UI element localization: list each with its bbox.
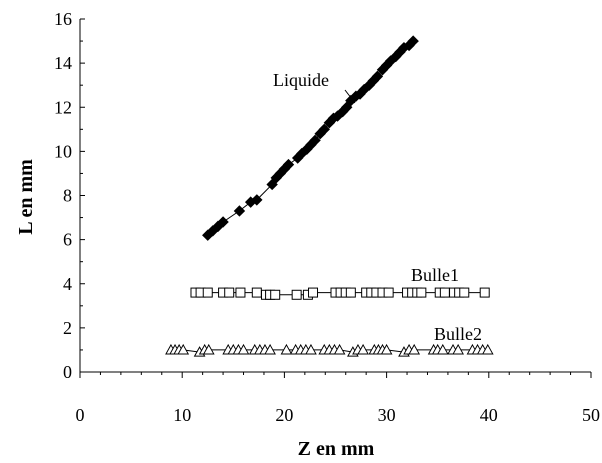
plot-area [79, 19, 591, 373]
data-point [407, 35, 419, 47]
annotation-liquide: Liquide [273, 70, 329, 90]
data-point [251, 287, 262, 298]
data-point [345, 287, 356, 298]
data-point [383, 287, 394, 298]
data-point [235, 287, 246, 298]
data-point [224, 287, 235, 298]
data-point [371, 70, 384, 83]
x-axis-title: Z en mm [298, 438, 375, 460]
data-point [237, 343, 250, 355]
data-point [481, 343, 494, 355]
data-point [309, 134, 321, 147]
x-tick-label: 0 [76, 405, 85, 425]
data-point [177, 343, 190, 355]
data-point [233, 205, 246, 217]
data-point [282, 158, 295, 171]
data-point [251, 194, 263, 206]
y-tick-label: 8 [63, 186, 72, 206]
y-axis-ticks: 0 2 4 6 8 10 12 14 16 [54, 9, 85, 382]
annotation-bulle2: Bulle2 [434, 324, 482, 344]
series-layer [165, 35, 494, 357]
data-point [305, 343, 317, 355]
annotation-liquide-leader [344, 89, 356, 104]
data-point [436, 343, 449, 355]
data-point [416, 287, 427, 298]
data-point [270, 289, 281, 300]
x-tick-label: 30 [378, 405, 396, 425]
series-bulle2 [165, 343, 494, 357]
y-tick-label: 14 [54, 53, 72, 73]
data-point [318, 123, 330, 136]
data-point [291, 289, 302, 300]
data-point [452, 343, 464, 355]
data-point [217, 216, 229, 228]
data-point [479, 287, 490, 298]
data-point [202, 287, 213, 298]
data-point [308, 287, 319, 298]
y-tick-label: 12 [54, 97, 72, 117]
y-tick-label: 10 [54, 141, 72, 161]
y-tick-label: 16 [54, 9, 72, 29]
annotation-bulle1: Bulle1 [411, 265, 459, 285]
y-axis-title: L en mm [15, 159, 37, 235]
x-tick-label: 40 [480, 405, 498, 425]
data-point [202, 343, 215, 355]
data-point [357, 343, 369, 355]
x-axis-ticks: 0 10 20 30 40 50 [76, 372, 600, 425]
x-tick-label: 20 [275, 405, 293, 425]
y-tick-label: 0 [63, 362, 72, 382]
data-point [380, 343, 393, 355]
data-point [333, 343, 346, 355]
x-tick-label: 50 [582, 405, 600, 425]
data-point [439, 287, 450, 298]
data-point [408, 343, 421, 355]
data-point [459, 287, 470, 298]
y-tick-label: 4 [63, 274, 72, 294]
data-point [280, 343, 293, 355]
y-tick-label: 6 [63, 230, 72, 250]
x-tick-label: 10 [173, 405, 191, 425]
data-point [264, 343, 276, 355]
y-tick-label: 2 [63, 318, 72, 338]
series-liquide [202, 35, 419, 241]
series-bulle1 [190, 287, 490, 300]
